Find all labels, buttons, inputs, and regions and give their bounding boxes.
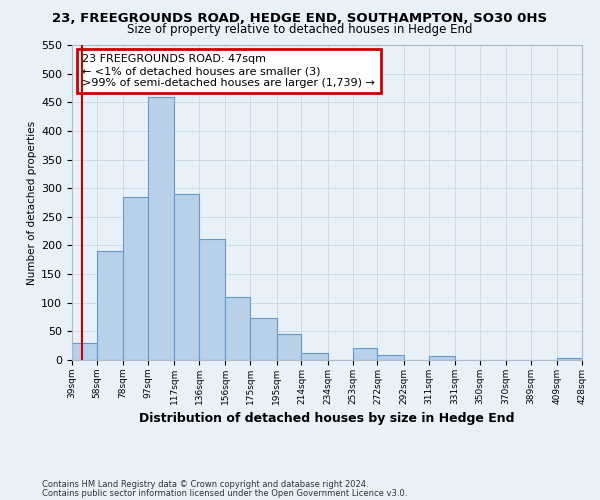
Bar (428, 356, 455, 360)
X-axis label: Distribution of detached houses by size in Hedge End: Distribution of detached houses by size … (139, 412, 515, 426)
Bar (123, 197, 148, 360)
Bar (148, 96, 174, 360)
Bar (301, 352, 328, 360)
Bar (250, 318, 277, 360)
Bar (226, 297, 250, 360)
Text: Contains public sector information licensed under the Open Government Licence v3: Contains public sector information licen… (42, 488, 407, 498)
Bar (277, 334, 301, 360)
Bar (72, 343, 97, 360)
Bar (353, 348, 377, 360)
Bar (174, 194, 199, 360)
Text: 23, FREEGROUNDS ROAD, HEDGE END, SOUTHAMPTON, SO30 0HS: 23, FREEGROUNDS ROAD, HEDGE END, SOUTHAM… (52, 12, 548, 26)
Bar (97, 251, 123, 360)
Text: 23 FREEGROUNDS ROAD: 47sqm
← <1% of detached houses are smaller (3)
>99% of semi: 23 FREEGROUNDS ROAD: 47sqm ← <1% of deta… (82, 54, 375, 88)
Text: Contains HM Land Registry data © Crown copyright and database right 2024.: Contains HM Land Registry data © Crown c… (42, 480, 368, 489)
Bar (557, 358, 582, 360)
Bar (377, 355, 404, 360)
Text: Size of property relative to detached houses in Hedge End: Size of property relative to detached ho… (127, 22, 473, 36)
Y-axis label: Number of detached properties: Number of detached properties (27, 120, 37, 284)
Bar (199, 238, 226, 360)
